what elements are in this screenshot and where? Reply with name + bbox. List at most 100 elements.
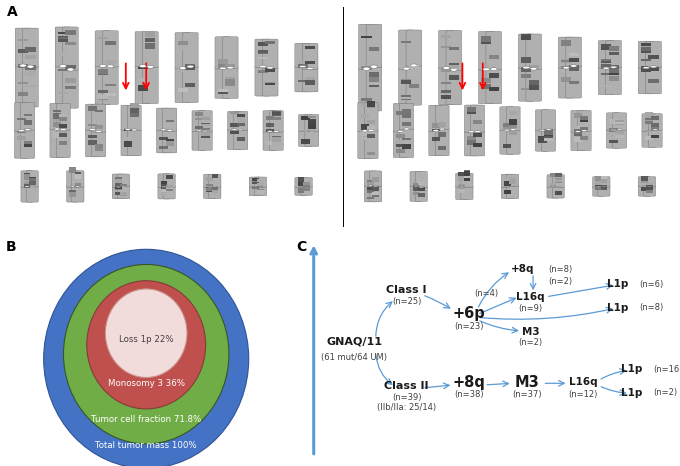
Bar	[441, 34, 452, 38]
FancyBboxPatch shape	[263, 130, 277, 151]
Bar	[58, 36, 68, 42]
Ellipse shape	[464, 186, 469, 187]
Bar	[105, 84, 116, 86]
FancyBboxPatch shape	[21, 129, 35, 158]
Bar	[252, 178, 258, 184]
FancyBboxPatch shape	[95, 65, 111, 104]
Bar	[165, 120, 174, 123]
Bar	[545, 130, 553, 136]
FancyBboxPatch shape	[135, 32, 151, 67]
Bar	[615, 132, 624, 135]
Ellipse shape	[180, 67, 186, 69]
Ellipse shape	[258, 186, 263, 187]
FancyBboxPatch shape	[364, 102, 378, 131]
Bar	[574, 129, 582, 135]
Ellipse shape	[450, 68, 457, 71]
Bar	[413, 192, 420, 195]
Bar	[237, 137, 245, 141]
Bar	[17, 137, 26, 140]
FancyBboxPatch shape	[158, 186, 170, 199]
FancyBboxPatch shape	[143, 66, 158, 103]
Bar	[130, 103, 139, 109]
Bar	[185, 83, 195, 87]
Bar	[115, 187, 122, 190]
Bar	[555, 178, 562, 183]
Ellipse shape	[490, 68, 497, 70]
Bar	[98, 96, 108, 100]
FancyBboxPatch shape	[26, 171, 38, 187]
Bar	[545, 138, 553, 141]
Bar	[580, 128, 588, 130]
FancyBboxPatch shape	[542, 110, 556, 130]
Ellipse shape	[160, 129, 167, 130]
Bar	[528, 65, 539, 69]
FancyBboxPatch shape	[50, 128, 64, 158]
FancyBboxPatch shape	[182, 66, 198, 103]
Bar	[464, 176, 471, 181]
Bar	[206, 184, 213, 186]
Bar	[305, 80, 316, 85]
Ellipse shape	[530, 68, 537, 70]
Bar	[413, 183, 420, 185]
Bar	[467, 107, 475, 112]
Ellipse shape	[75, 186, 80, 187]
FancyBboxPatch shape	[26, 185, 38, 202]
Bar	[115, 192, 122, 195]
Bar	[124, 129, 132, 131]
Bar	[651, 116, 660, 120]
Bar	[98, 89, 108, 93]
FancyBboxPatch shape	[72, 186, 84, 202]
Bar	[159, 146, 168, 149]
Bar	[29, 177, 35, 180]
Bar	[403, 113, 411, 118]
Bar	[601, 44, 611, 50]
FancyBboxPatch shape	[535, 130, 549, 151]
Bar	[24, 174, 31, 180]
Text: (n=12): (n=12)	[568, 391, 598, 399]
FancyBboxPatch shape	[14, 103, 29, 131]
Bar	[301, 116, 309, 120]
Text: GNAQ/11: GNAQ/11	[326, 336, 382, 346]
Bar	[418, 187, 425, 191]
Ellipse shape	[70, 186, 75, 187]
Ellipse shape	[439, 128, 445, 130]
FancyBboxPatch shape	[446, 69, 462, 105]
FancyBboxPatch shape	[646, 41, 662, 68]
Bar	[609, 46, 619, 51]
Bar	[211, 187, 218, 190]
FancyBboxPatch shape	[156, 108, 171, 130]
Bar	[509, 111, 517, 115]
Bar	[372, 186, 379, 191]
Ellipse shape	[231, 129, 237, 130]
FancyBboxPatch shape	[500, 107, 514, 131]
FancyBboxPatch shape	[135, 65, 151, 103]
Bar	[458, 189, 465, 193]
Bar	[159, 137, 168, 140]
Bar	[538, 140, 547, 143]
FancyBboxPatch shape	[506, 107, 520, 130]
Bar	[458, 173, 465, 177]
Bar	[595, 176, 602, 181]
Ellipse shape	[510, 185, 515, 186]
FancyBboxPatch shape	[199, 110, 212, 132]
Bar	[601, 64, 611, 69]
Bar	[401, 97, 411, 99]
Bar	[413, 192, 420, 194]
Bar	[651, 116, 660, 119]
Bar	[307, 116, 316, 118]
Bar	[403, 144, 411, 150]
Bar	[367, 182, 374, 187]
Bar	[449, 65, 459, 68]
Bar	[595, 186, 602, 190]
Bar	[361, 36, 371, 38]
Bar	[432, 129, 440, 131]
Bar	[458, 184, 465, 189]
FancyBboxPatch shape	[398, 30, 414, 69]
FancyBboxPatch shape	[67, 186, 79, 202]
Ellipse shape	[299, 66, 306, 68]
Bar	[237, 117, 245, 123]
FancyBboxPatch shape	[262, 67, 278, 96]
Text: (n=8): (n=8)	[639, 303, 664, 312]
FancyBboxPatch shape	[234, 111, 248, 130]
FancyBboxPatch shape	[507, 185, 519, 199]
